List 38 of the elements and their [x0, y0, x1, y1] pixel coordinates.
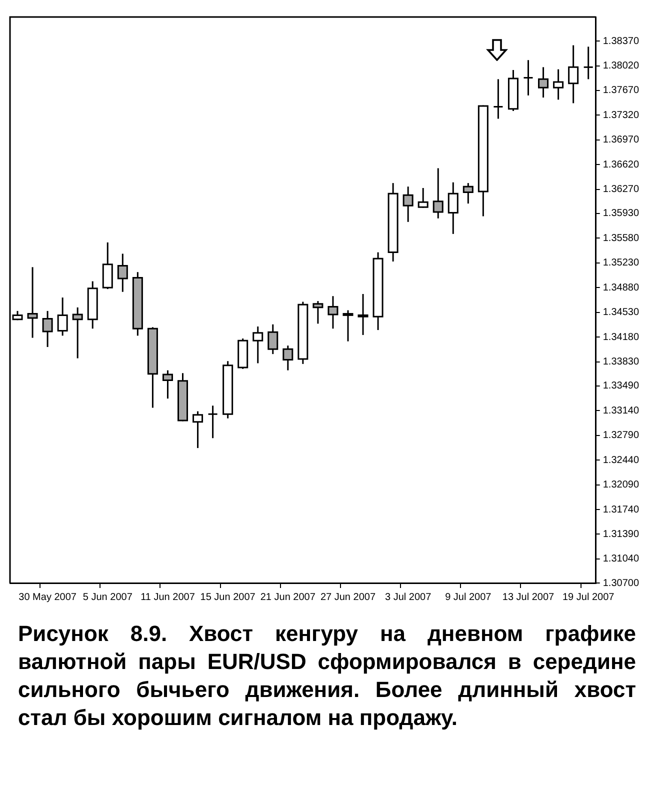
x-tick-label: 3 Jul 2007 — [385, 592, 432, 603]
y-tick-label: 1.30700 — [602, 578, 640, 589]
x-tick-label: 5 Jun 2007 — [82, 592, 133, 603]
y-tick-label: 1.32440 — [602, 454, 640, 466]
y-tick-label: 1.36620 — [602, 159, 640, 170]
x-tick-label: 11 Jun 2007 — [140, 592, 196, 603]
y-tick-label: 1.31390 — [602, 528, 640, 540]
candlestick — [522, 59, 534, 96]
y-tick-label: 1.38370 — [602, 36, 640, 47]
y-tick-label: 1.35230 — [602, 258, 640, 269]
x-tick-label: 19 Jul 2007 — [562, 592, 615, 603]
y-tick-label: 1.36270 — [602, 184, 640, 196]
candlestick — [492, 78, 504, 120]
y-tick-label: 1.38020 — [602, 60, 640, 72]
y-tick-label: 1.31740 — [602, 504, 640, 516]
y-tick-label: 1.36970 — [602, 134, 640, 146]
x-tick-label: 15 Jun 2007 — [200, 592, 256, 603]
x-tick-label: 30 May 2007 — [18, 592, 77, 603]
y-tick-label: 1.33490 — [602, 380, 640, 392]
y-tick-label: 1.33830 — [602, 356, 640, 368]
y-tick-label: 1.31040 — [602, 554, 640, 565]
x-tick-label: 27 Jun 2007 — [320, 592, 376, 603]
y-tick-label: 1.33140 — [602, 405, 640, 416]
y-tick-label: 1.34530 — [602, 307, 640, 318]
y-tick-label: 1.32090 — [602, 480, 640, 491]
x-tick-label: 21 Jun 2007 — [260, 592, 316, 603]
y-tick-label: 1.34880 — [602, 282, 640, 294]
x-tick-label: 13 Jul 2007 — [502, 592, 555, 603]
y-tick-label: 1.32790 — [602, 430, 640, 442]
candlestick — [583, 46, 594, 80]
y-tick-label: 1.35580 — [602, 232, 640, 244]
y-tick-label: 1.37670 — [602, 85, 640, 96]
y-tick-label: 1.34180 — [602, 332, 640, 343]
text: Рисунок 8.9. Хвост кенгуру на дневном графике валютной пары EUR/USD сформировался в середине сильного бычьего движения. Более длинный хвост стал бы хорошим сигналом на продажу. — [18, 620, 636, 732]
y-tick-label: 1.35930 — [602, 208, 640, 220]
candlestick — [208, 404, 218, 439]
x-tick-label: 9 Jul 2007 — [445, 592, 492, 603]
y-tick-label: 1.37320 — [602, 110, 640, 121]
